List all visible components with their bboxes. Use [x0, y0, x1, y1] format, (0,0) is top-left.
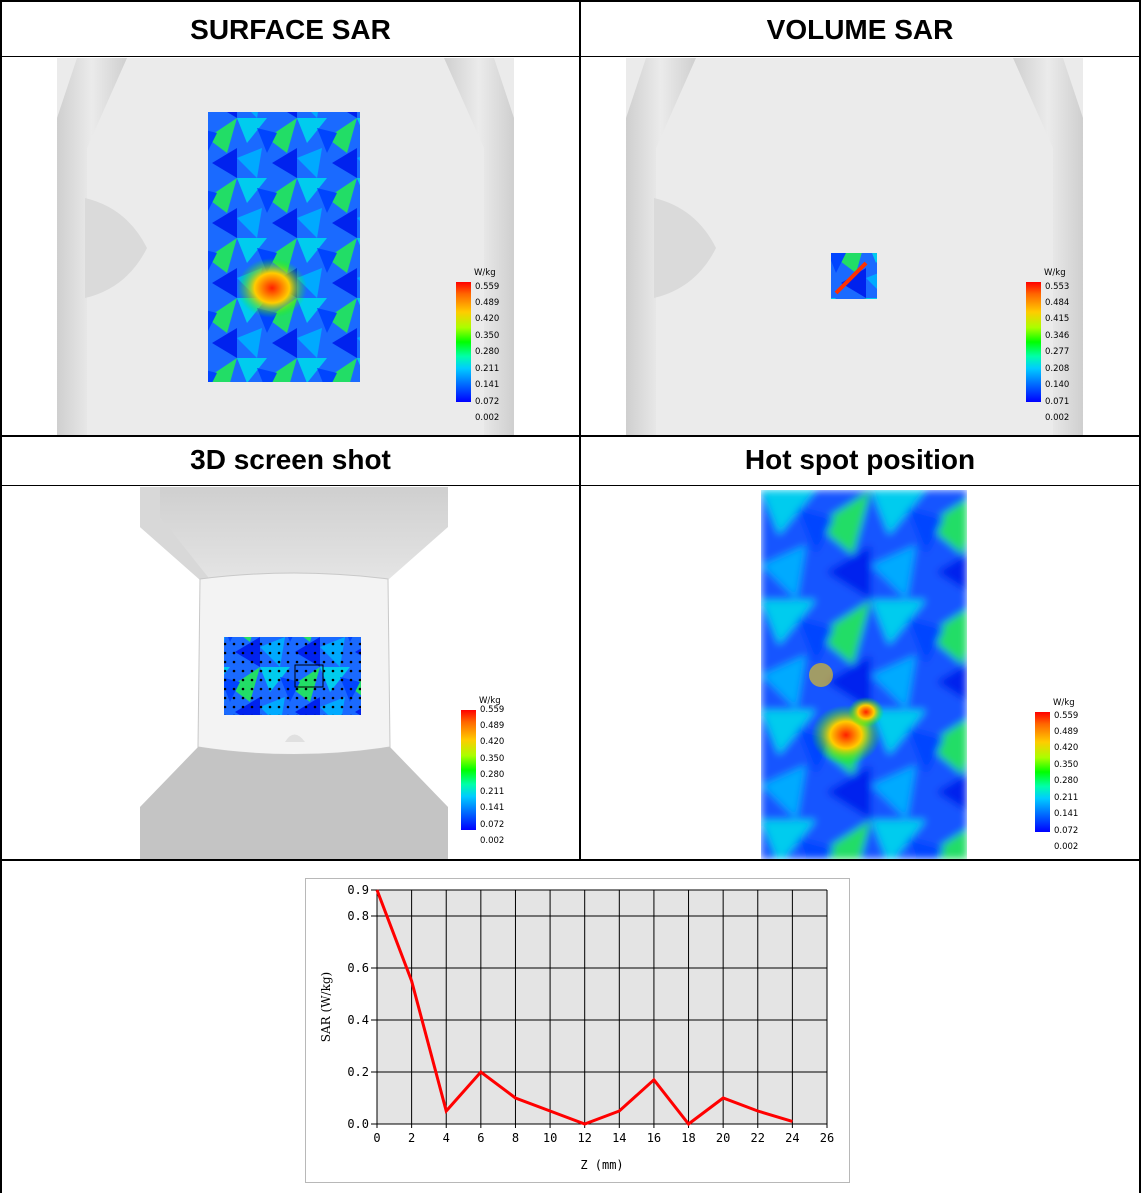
- legend-tick: 0.559: [480, 705, 505, 715]
- legend-tick: 0.559: [475, 282, 500, 292]
- y-tick-label: 0.0: [347, 1117, 369, 1131]
- x-tick-label: 20: [716, 1131, 730, 1145]
- y-axis-label: SAR (W/kg): [319, 972, 333, 1042]
- color-scale-bar: [456, 282, 471, 402]
- surface-sar-image: [57, 58, 514, 435]
- surface-sar-header: SURFACE SAR: [190, 14, 391, 45]
- table-border-right: [1139, 0, 1141, 1193]
- color-scale-bar: [1035, 712, 1050, 832]
- y-tick-label: 0.4: [347, 1013, 369, 1027]
- table-row-line-1: [0, 56, 1141, 57]
- x-axis-label: Z (mm): [580, 1158, 623, 1172]
- volume-sar-image: [626, 58, 1083, 435]
- legend-tick: 0.415: [1045, 314, 1070, 324]
- legend-unit: W/kg: [479, 696, 501, 706]
- hot-spot-position-image: [761, 490, 967, 859]
- x-tick-label: 22: [751, 1131, 765, 1145]
- legend-tick: 0.211: [1054, 793, 1079, 803]
- x-tick-label: 18: [681, 1131, 695, 1145]
- legend-tick: 0.141: [480, 803, 505, 813]
- table-row-line-3: [0, 485, 1141, 486]
- x-tick-label: 4: [443, 1131, 450, 1145]
- legend-tick: 0.141: [475, 380, 500, 390]
- x-tick-label: 16: [647, 1131, 661, 1145]
- hot-spot-position-header: Hot spot position: [744, 444, 976, 475]
- volume-sar-header: VOLUME SAR: [766, 14, 954, 45]
- y-tick-label: 0.9: [347, 883, 369, 897]
- legend-tick: 0.072: [1054, 826, 1079, 836]
- legend-tick: 0.280: [480, 770, 505, 780]
- 3d-screen-shot-legend: W/kg 0.559 0.489 0.420 0.350 0.280 0.211…: [461, 696, 521, 856]
- legend-tick: 0.002: [475, 413, 500, 423]
- x-tick-label: 12: [577, 1131, 591, 1145]
- legend-tick: 0.211: [480, 787, 505, 797]
- legend-tick: 0.346: [1045, 331, 1070, 341]
- x-tick-label: 8: [512, 1131, 519, 1145]
- legend-unit: W/kg: [1044, 268, 1066, 278]
- legend-tick: 0.553: [1045, 282, 1070, 292]
- legend-tick: 0.489: [1054, 727, 1079, 737]
- legend-tick: 0.350: [480, 754, 505, 764]
- legend-unit: W/kg: [1053, 698, 1075, 708]
- 3d-screen-shot-header: 3D screen shot: [190, 444, 391, 475]
- legend-tick: 0.420: [480, 737, 505, 747]
- legend-tick: 0.072: [480, 820, 505, 830]
- x-tick-label: 6: [477, 1131, 484, 1145]
- x-tick-label: 26: [820, 1131, 834, 1145]
- legend-tick: 0.280: [1054, 776, 1079, 786]
- volume-sar-legend: W/kg 0.553 0.484 0.415 0.346 0.277 0.208…: [1026, 268, 1086, 428]
- legend-tick: 0.277: [1045, 347, 1070, 357]
- legend-tick: 0.420: [1054, 743, 1079, 753]
- legend-tick: 0.280: [475, 347, 500, 357]
- legend-tick: 0.072: [475, 397, 500, 407]
- x-tick-label: 10: [543, 1131, 557, 1145]
- sar-z-chart-svg: 0 2 4 6 8 10 12 14 16 18 20 22 24 26 0.00.20.40.60.80…: [319, 883, 834, 1172]
- x-tick-label: 14: [612, 1131, 626, 1145]
- x-tick-label: 2: [408, 1131, 415, 1145]
- x-tick-label: 24: [785, 1131, 799, 1145]
- 3d-screen-shot-image: [140, 487, 448, 859]
- y-tick-label: 0.6: [347, 961, 369, 975]
- legend-tick: 0.211: [475, 364, 500, 374]
- legend-tick: 0.350: [1054, 760, 1079, 770]
- y-tick-label: 0.2: [347, 1065, 369, 1079]
- color-scale-bar: [1026, 282, 1041, 402]
- legend-unit: W/kg: [474, 268, 496, 278]
- sar-z-chart: 0 2 4 6 8 10 12 14 16 18 20 22 24 26 0.0 0.2 0.4 0.6 0.8 0…: [305, 878, 850, 1183]
- legend-tick: 0.208: [1045, 364, 1070, 374]
- legend-tick: 0.559: [1054, 711, 1079, 721]
- legend-tick: 0.002: [1054, 842, 1079, 852]
- table-divider-vertical: [579, 0, 581, 860]
- y-tick-label: 0.8: [347, 909, 369, 923]
- hot-spot-position-legend: W/kg 0.559 0.489 0.420 0.350 0.280 0.211…: [1035, 698, 1095, 858]
- table-border-top: [0, 0, 1141, 2]
- legend-tick: 0.140: [1045, 380, 1070, 390]
- legend-tick: 0.350: [475, 331, 500, 341]
- legend-tick: 0.071: [1045, 397, 1070, 407]
- legend-tick: 0.484: [1045, 298, 1070, 308]
- color-scale-bar: [461, 710, 476, 830]
- series-line: [375, 889, 793, 1127]
- legend-tick: 0.420: [475, 314, 500, 324]
- legend-tick: 0.002: [480, 836, 505, 846]
- legend-tick: 0.489: [480, 721, 505, 731]
- surface-sar-legend: W/kg 0.559 0.489 0.420 0.350 0.280 0.211…: [456, 268, 516, 428]
- table-border-left: [0, 0, 2, 1193]
- legend-tick: 0.002: [1045, 413, 1070, 423]
- table-row-line-4: [0, 859, 1141, 861]
- table-row-line-2: [0, 435, 1141, 437]
- legend-tick: 0.141: [1054, 809, 1079, 819]
- plot-area: [377, 890, 827, 1124]
- legend-tick: 0.489: [475, 298, 500, 308]
- x-tick-label: 0: [373, 1131, 380, 1145]
